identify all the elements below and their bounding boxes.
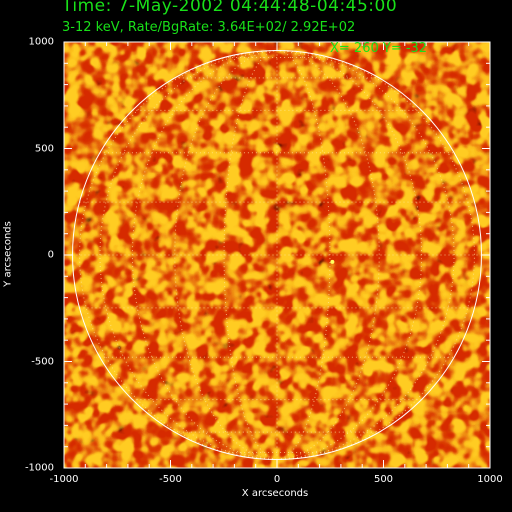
longitude-line xyxy=(276,50,455,460)
x-tick-label: 500 xyxy=(373,474,394,485)
heliographic-grid xyxy=(72,50,482,460)
y-tick-label: -1000 xyxy=(24,462,54,474)
y-tick-label: -500 xyxy=(31,356,54,367)
y-tick-label: 0 xyxy=(47,249,54,261)
x-tick-label: -1000 xyxy=(49,474,79,485)
longitude-line xyxy=(99,50,278,460)
solar-limb xyxy=(72,50,482,460)
x-tick-label: -500 xyxy=(159,474,182,485)
energy-rate-subtitle: 3-12 keV, Rate/BgRate: 3.64E+02/ 2.92E+0… xyxy=(62,20,356,35)
page-title: Time: 7-May-2002 04:44:48-04:45:00 xyxy=(62,0,398,16)
y-axis-label: Y arcseconds xyxy=(2,221,14,287)
source-marker xyxy=(330,259,335,264)
x-tick-label: 1000 xyxy=(477,474,503,485)
y-tick-label: 1000 xyxy=(28,36,54,48)
longitude-line xyxy=(276,50,331,460)
x-tick-label: 0 xyxy=(273,474,281,485)
axis-ticks xyxy=(63,41,491,469)
x-axis-label: X arcseconds xyxy=(241,488,309,499)
y-tick-label: 500 xyxy=(34,143,54,154)
longitude-line xyxy=(223,50,278,460)
image-layer xyxy=(64,42,490,468)
longitude-line xyxy=(276,50,423,460)
longitude-line xyxy=(131,50,278,460)
cursor-coordinate-readout: X= 260 Y= -32 xyxy=(330,41,428,56)
